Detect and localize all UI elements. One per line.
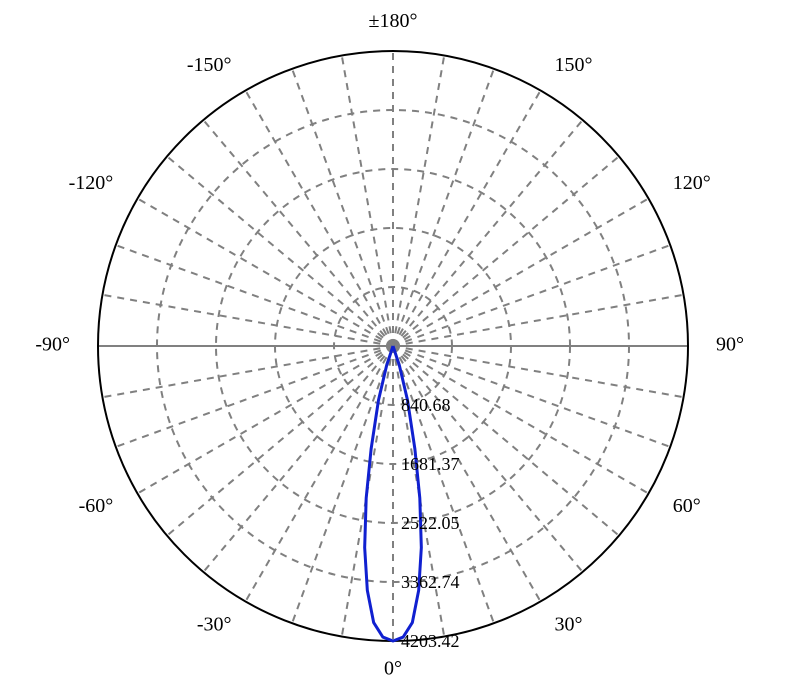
angle-label: 90° [716, 334, 744, 356]
angle-label: 120° [673, 172, 711, 194]
angle-label: -150° [187, 54, 232, 76]
angle-label: 0° [384, 658, 402, 680]
radial-label: 1681.37 [401, 454, 460, 474]
polar-chart: 0° 30° 60° 90° 120° 150° ±180° -150° -120° -90° -6… [0, 0, 788, 692]
radial-label: 3362.74 [401, 572, 460, 592]
radial-label: 840.68 [401, 395, 451, 415]
angle-label: -60° [79, 495, 114, 517]
radial-label: 4203.42 [401, 631, 460, 651]
angle-label: 150° [555, 54, 593, 76]
radial-label: 2522.05 [401, 513, 460, 533]
angle-label: -90° [35, 334, 70, 356]
angle-label: 60° [673, 495, 701, 517]
polar-svg: 0° 30° 60° 90° 120° 150° ±180° -150° -120° -90° -6… [0, 0, 788, 692]
angle-label: 30° [555, 613, 583, 635]
angle-label: -30° [197, 613, 232, 635]
angle-label: -120° [69, 172, 114, 194]
angle-label: ±180° [369, 10, 418, 32]
